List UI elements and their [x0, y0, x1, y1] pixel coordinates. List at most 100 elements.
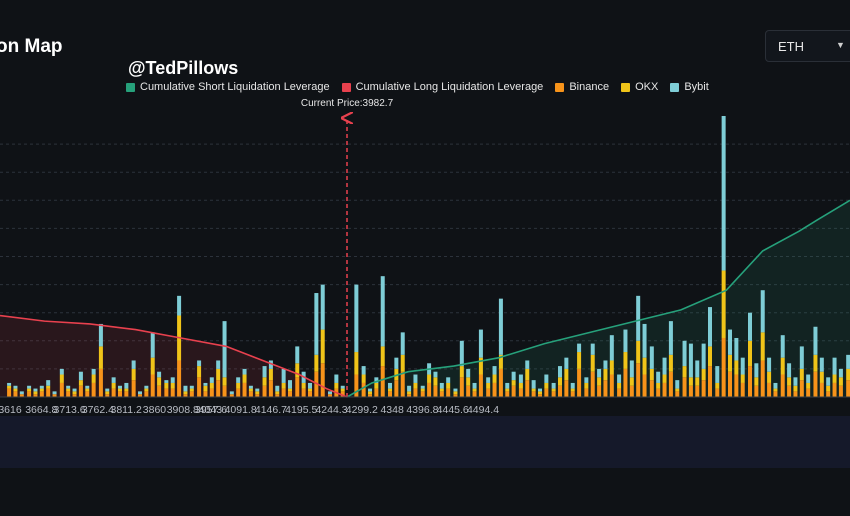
bar-okx [466, 377, 471, 386]
bar-okx [728, 354, 732, 372]
bar-bybit [7, 382, 12, 386]
bar-bybit [439, 382, 444, 389]
bar-bybit [255, 388, 260, 392]
bar-okx [806, 382, 811, 389]
bar-binance [183, 394, 188, 397]
bar-binance [748, 366, 752, 397]
bar-binance [13, 391, 18, 397]
short-line [346, 199, 850, 398]
bar-okx [150, 357, 155, 375]
legend-item-binance[interactable]: Binance [555, 81, 609, 93]
bar-okx [59, 374, 64, 383]
bar-binance [7, 388, 12, 397]
bar-bybit [708, 307, 712, 347]
bar-binance [544, 388, 549, 397]
bar-binance [170, 388, 175, 397]
bar-bybit [72, 388, 77, 392]
bar-okx [609, 360, 614, 375]
bar-bybit [787, 363, 792, 378]
bar-okx [288, 388, 292, 392]
bar-bybit [170, 377, 175, 383]
bar-okx [740, 374, 745, 383]
bar-bybit [394, 357, 399, 369]
bar-binance [518, 388, 523, 397]
bar-bybit [288, 380, 292, 389]
bar-okx [597, 377, 602, 386]
bar-binance [466, 385, 471, 397]
bar-okx [111, 382, 116, 389]
bar-binance [427, 382, 432, 397]
bar-binance [314, 371, 319, 397]
bar-bybit [486, 377, 491, 383]
bar-bybit [748, 312, 752, 341]
bar-binance [295, 377, 300, 397]
bar-bybit [314, 293, 319, 355]
bar-bybit [111, 377, 116, 383]
x-tick-label: 4445.6 [437, 404, 469, 416]
bar-okx [715, 382, 720, 389]
bar-bybit [131, 360, 136, 369]
bar-bybit [636, 295, 641, 341]
bar-okx [478, 357, 483, 375]
bar-binance [222, 385, 227, 397]
bar-okx [262, 377, 267, 386]
bar-binance [538, 394, 542, 397]
legend-item-short[interactable]: Cumulative Short Liquidation Leverage [126, 81, 330, 93]
bar-okx [13, 388, 18, 392]
bar-bybit [623, 329, 628, 353]
bar-okx [368, 391, 372, 395]
bar-okx [268, 368, 273, 381]
x-tick-label: 4043 [199, 404, 223, 416]
bar-binance [531, 391, 536, 397]
bar-binance [157, 385, 162, 397]
bar-okx [558, 377, 562, 386]
bar-binance [248, 391, 253, 397]
short-area [347, 200, 850, 397]
bar-okx [453, 391, 458, 395]
bar-okx [427, 374, 432, 383]
bar-binance [288, 391, 292, 397]
bar-binance [617, 388, 622, 397]
bar-binance [675, 391, 680, 397]
bar-okx [197, 366, 202, 378]
symbol-select[interactable]: ETH ▼ [765, 30, 850, 62]
bar-binance [682, 377, 687, 397]
bar-binance [328, 394, 332, 397]
bar-okx [544, 382, 549, 389]
liquidation-chart: Current Price:3982.7 3616 3664.83713.6376… [0, 98, 850, 416]
legend-item-long[interactable]: Cumulative Long Liquidation Leverage [341, 81, 543, 93]
bar-bybit [832, 357, 837, 375]
bar-bybit [361, 366, 366, 375]
bar-bybit [838, 368, 843, 378]
bar-bybit [466, 368, 471, 378]
bar-binance [209, 388, 214, 397]
x-tick-label: 3713.6 [54, 404, 86, 416]
bar-bybit [734, 337, 739, 361]
bar-binance [433, 385, 438, 397]
bar-okx [584, 382, 589, 389]
bar-binance [308, 391, 312, 397]
legend-item-okx[interactable]: OKX [621, 81, 658, 93]
bar-bybit [721, 116, 726, 271]
bar-bybit [577, 343, 582, 353]
bar-binance [662, 382, 667, 397]
legend-item-bybit[interactable]: Bybit [670, 81, 709, 93]
legend-label-binance: Binance [569, 81, 610, 93]
bar-okx [459, 366, 464, 378]
bar-bybit [420, 385, 425, 389]
bar-binance [216, 380, 221, 397]
bar-binance [340, 391, 345, 397]
bar-bybit [78, 371, 83, 381]
bar-bybit [740, 357, 745, 375]
bar-okx [33, 391, 38, 395]
bar-binance [144, 391, 149, 397]
x-tick-label: 4091.8 [225, 404, 257, 416]
bar-okx [236, 382, 241, 389]
bar-okx [754, 377, 759, 386]
bar-bybit [150, 332, 155, 358]
bar-bybit [767, 357, 772, 372]
bar-binance [131, 380, 136, 397]
bar-binance [361, 382, 366, 397]
bar-okx [189, 388, 194, 392]
bar-okx [780, 357, 785, 375]
